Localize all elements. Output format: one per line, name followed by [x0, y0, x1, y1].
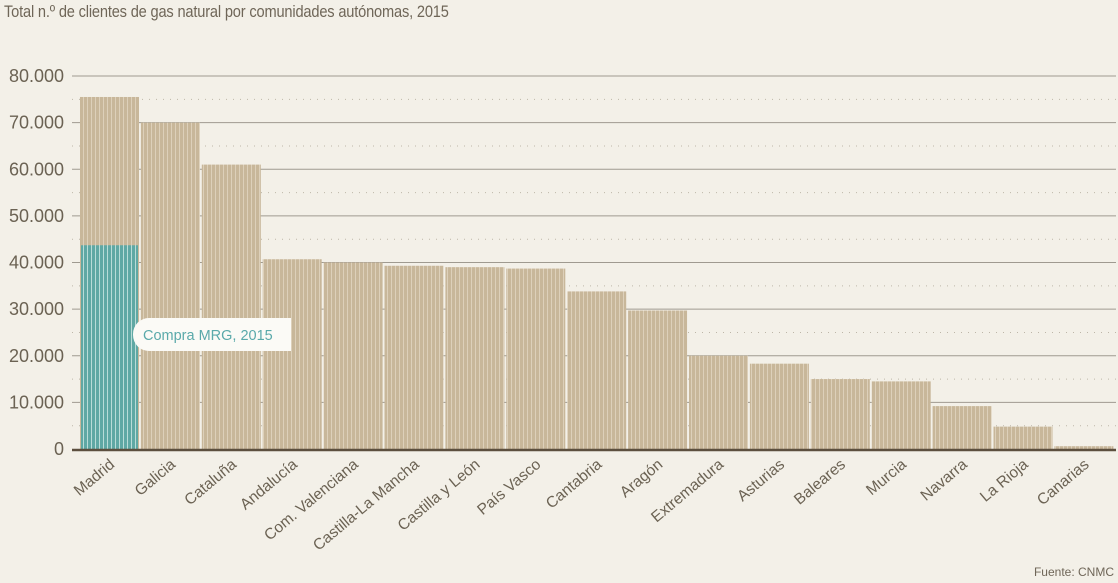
y-tick-label: 0 — [54, 439, 64, 459]
bar — [445, 267, 505, 449]
y-tick-label: 80.000 — [9, 66, 64, 86]
bar — [749, 363, 809, 449]
x-tick-label: Baleares — [791, 456, 849, 509]
bar — [932, 406, 992, 449]
y-tick-label: 50.000 — [9, 206, 64, 226]
bar — [506, 268, 566, 449]
bar — [689, 355, 748, 449]
x-tick-label: La Rioja — [977, 456, 1032, 506]
x-tick-label: Canarias — [1034, 456, 1093, 509]
source-note: Fuente: CNMC — [1033, 565, 1114, 579]
y-tick-label: 10.000 — [9, 392, 64, 412]
x-tick-label: Castilla-La Mancha — [310, 456, 423, 555]
bar — [323, 262, 383, 449]
chart-title: Total n.º de clientes de gas natural por… — [4, 2, 449, 21]
x-tick-label: Cantabria — [543, 456, 606, 512]
bar — [628, 310, 688, 449]
bar — [1054, 446, 1114, 449]
bar — [140, 122, 200, 449]
x-tick-label: Galicia — [132, 456, 180, 500]
annotation-label: Compra MRG, 2015 — [143, 328, 273, 344]
bar — [810, 379, 870, 449]
y-tick-label: 70.000 — [9, 113, 64, 133]
y-tick-label: 20.000 — [9, 346, 64, 366]
bar — [871, 381, 931, 449]
y-tick-label: 30.000 — [9, 299, 64, 319]
x-tick-label: Madrid — [71, 456, 118, 499]
bar — [384, 265, 444, 449]
x-tick-label: Murcia — [863, 456, 910, 499]
x-tick-label: Cataluña — [181, 456, 240, 509]
bar — [201, 164, 261, 449]
highlight-bar — [81, 245, 138, 449]
x-tick-label: Asturias — [734, 456, 788, 505]
annotation-box-square — [153, 318, 291, 351]
y-tick-label: 60.000 — [9, 159, 64, 179]
bar — [993, 426, 1053, 449]
bar — [567, 291, 627, 449]
x-tick-label: Aragón — [617, 456, 666, 501]
x-tick-label: País Vasco — [474, 456, 544, 519]
x-tick-label: Navarra — [918, 456, 971, 505]
y-tick-label: 40.000 — [9, 253, 64, 273]
bar — [262, 259, 322, 449]
